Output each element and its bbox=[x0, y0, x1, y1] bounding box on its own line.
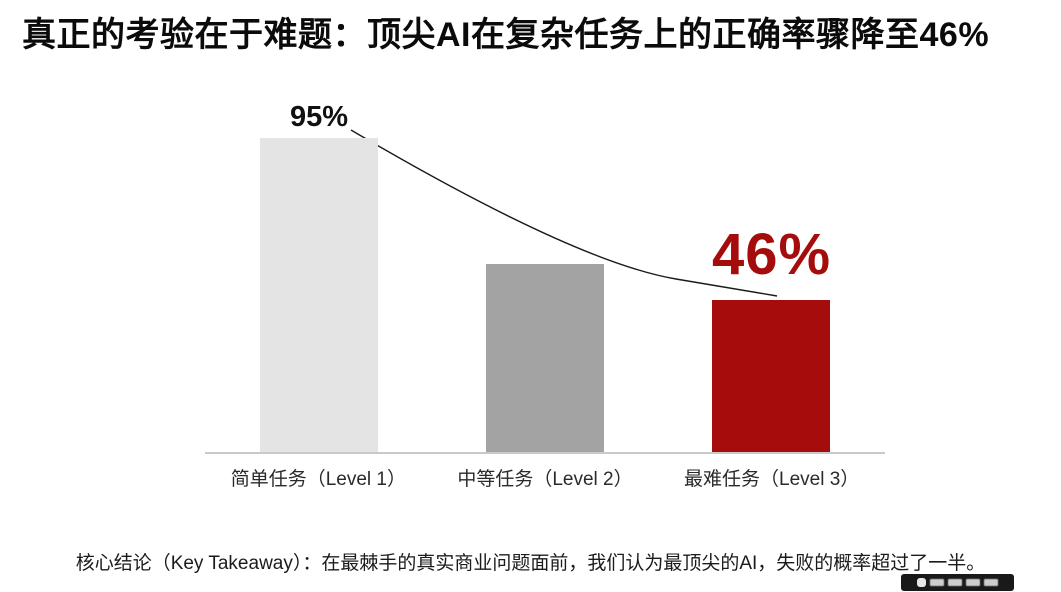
x-axis-label: 中等任务（Level 2） bbox=[457, 469, 633, 490]
takeaway-text: 核心结论（Key Takeaway）：在最棘手的真实商业问题面前，我们认为最顶尖… bbox=[75, 553, 986, 574]
x-axis-label: 简单任务（Level 1） bbox=[230, 469, 406, 490]
watermark-text-blur bbox=[930, 579, 998, 586]
bar-column: 95% bbox=[260, 100, 378, 452]
x-axis-labels: 简单任务（Level 1） 中等任务（Level 2） 最难任务（Level 3… bbox=[205, 464, 885, 491]
bar-value-label: 95% bbox=[289, 100, 349, 133]
watermark-logo-icon bbox=[917, 578, 926, 587]
x-axis-label: 最难任务（Level 3） bbox=[684, 469, 860, 490]
bar bbox=[712, 300, 830, 452]
page-title: 真正的考验在于难题：顶尖AI在复杂任务上的正确率骤降至46% bbox=[22, 16, 990, 54]
watermark-badge bbox=[901, 574, 1014, 591]
bar-column bbox=[486, 258, 604, 452]
bar bbox=[260, 138, 378, 452]
plot-area: 95% 46% bbox=[205, 96, 885, 454]
bar bbox=[486, 264, 604, 452]
bar-column: 46% bbox=[712, 222, 832, 452]
bar-value-label: 46% bbox=[712, 222, 832, 288]
